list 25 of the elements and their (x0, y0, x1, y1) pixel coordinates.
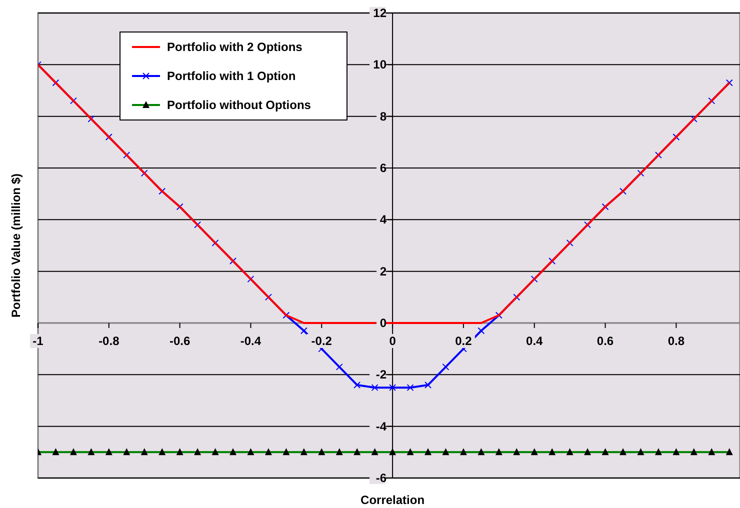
y-tick-label: 12 (373, 6, 387, 20)
y-tick-label: 8 (380, 109, 387, 124)
y-tick-label: -2 (376, 368, 387, 382)
x-tick-label: 0 (389, 334, 396, 348)
x-tick-label: -0.2 (311, 334, 332, 348)
legend-label: Portfolio with 2 Options (167, 40, 303, 54)
legend-label: Portfolio without Options (167, 98, 312, 112)
x-tick-label: -0.6 (169, 334, 190, 348)
y-tick-label: 10 (373, 58, 387, 72)
x-tick-label: 0.6 (596, 334, 614, 348)
y-tick-label: 0 (380, 316, 387, 330)
x-tick-label: -0.4 (240, 334, 262, 348)
y-tick-label: 6 (380, 161, 387, 175)
x-tick-label: 0.2 (455, 334, 472, 348)
y-tick-label: 2 (380, 264, 387, 278)
y-axis-title: Portfolio Value (million $) (9, 173, 23, 318)
x-tick-label: -0.8 (98, 334, 120, 348)
x-axis-title: Correlation (360, 493, 425, 507)
x-tick-label: 0.8 (668, 334, 685, 348)
x-tick-label: 0.4 (526, 334, 544, 348)
y-tick-label: -6 (376, 471, 387, 485)
y-tick-label: 4 (380, 212, 387, 227)
y-tick-label: -4 (376, 419, 387, 434)
x-tick-label: -1 (32, 334, 44, 348)
legend-label: Portfolio with 1 Option (167, 69, 296, 83)
